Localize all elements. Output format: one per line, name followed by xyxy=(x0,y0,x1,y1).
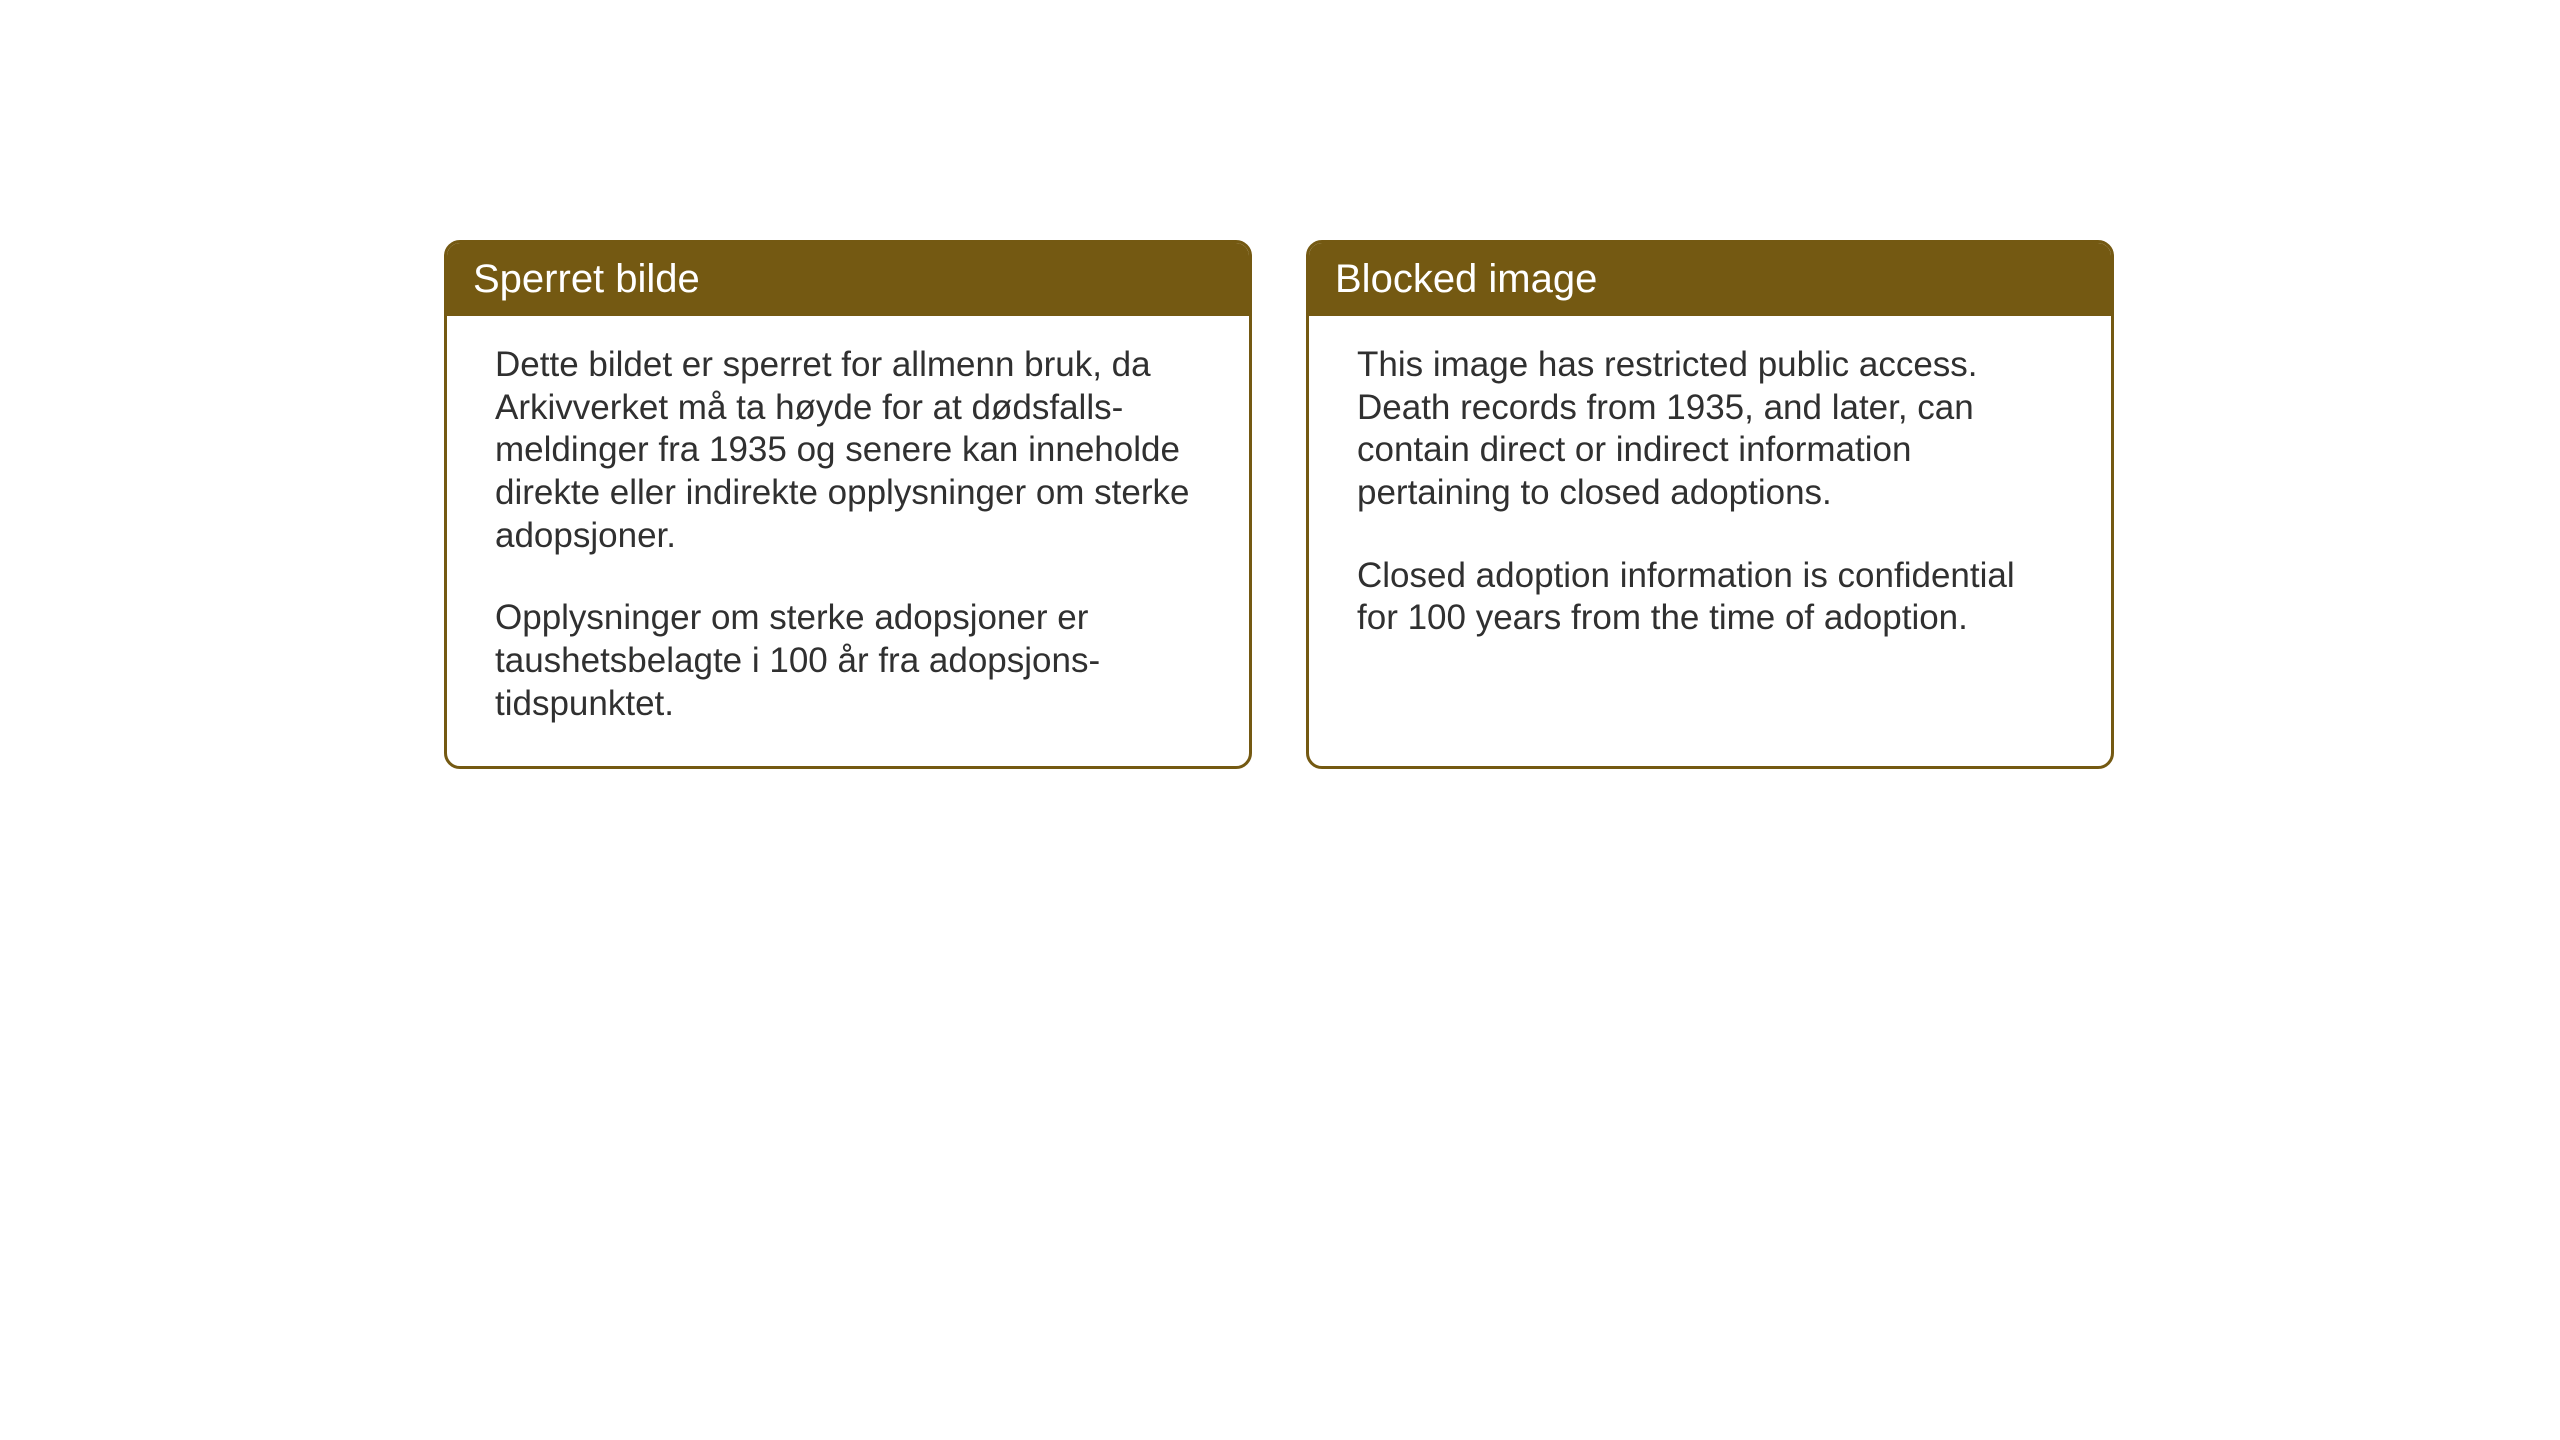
cards-container: Sperret bilde Dette bildet er sperret fo… xyxy=(0,0,2560,769)
card-english-paragraph-1: This image has restricted public access.… xyxy=(1357,344,2063,515)
card-english: Blocked image This image has restricted … xyxy=(1306,240,2114,769)
card-norwegian: Sperret bilde Dette bildet er sperret fo… xyxy=(444,240,1252,769)
card-norwegian-paragraph-1: Dette bildet er sperret for allmenn bruk… xyxy=(495,344,1201,557)
card-norwegian-paragraph-2: Opplysninger om sterke adopsjoner er tau… xyxy=(495,597,1201,725)
card-english-paragraph-2: Closed adoption information is confident… xyxy=(1357,555,2063,640)
card-english-header: Blocked image xyxy=(1309,243,2111,316)
card-english-body: This image has restricted public access.… xyxy=(1309,316,2111,680)
card-norwegian-header: Sperret bilde xyxy=(447,243,1249,316)
card-norwegian-body: Dette bildet er sperret for allmenn bruk… xyxy=(447,316,1249,766)
card-norwegian-title: Sperret bilde xyxy=(473,257,700,301)
card-english-title: Blocked image xyxy=(1335,257,1597,301)
